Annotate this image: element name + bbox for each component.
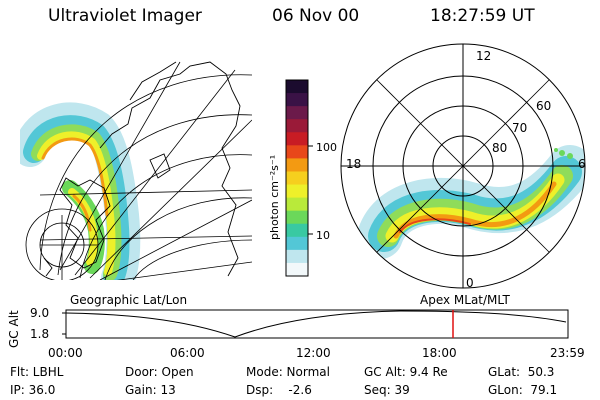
polar-map: 12 18 6 0 60 70 80 [340, 43, 586, 290]
mlat-label-70: 70 [512, 121, 527, 135]
colorbar-swatch [286, 93, 308, 107]
altitude-timeline: 9.0 1.8 GC Alt 00:00 06:00 12:00 18:00 2… [7, 306, 585, 360]
colorbar-swatch [286, 262, 308, 277]
info-mode: Mode: Normal [246, 365, 330, 379]
timeline-y-tick-9: 9.0 [30, 306, 49, 320]
colorbar-swatch [286, 197, 308, 212]
timeline-x-tick-1800: 18:00 [422, 346, 457, 360]
colorbar-swatch [286, 184, 308, 199]
colorbar-swatch [286, 80, 308, 94]
info-ip: IP: 36.0 [10, 383, 56, 397]
colorbar-swatch [286, 210, 308, 225]
timeline-x-tick-0600: 06:00 [170, 346, 205, 360]
info-gain: Gain: 13 [125, 383, 176, 397]
info-seq: Seq: 39 [364, 383, 410, 397]
aurora-dots [554, 148, 573, 159]
polar-grid [340, 43, 586, 289]
info-gc-alt: GC Alt: 9.4 Re [364, 365, 448, 379]
mlt-label-6: 6 [578, 157, 586, 171]
colorbar-tick-10: 10 [316, 229, 330, 242]
colorbar-swatch [286, 171, 308, 186]
mlat-label-80: 80 [492, 141, 507, 155]
mlt-label-12: 12 [476, 49, 491, 63]
timeline-x-tick-2359: 23:59 [550, 346, 585, 360]
mlt-label-18: 18 [346, 157, 361, 171]
colorbar-swatch [286, 119, 308, 133]
colorbar-unit-label: photon cm⁻²s⁻¹ [268, 155, 281, 240]
timeline-x-tick-1200: 12:00 [296, 346, 331, 360]
info-glat: GLat: 50.3 [488, 365, 555, 379]
colorbar-tick-100: 100 [316, 141, 337, 154]
left-map-label: Geographic Lat/Lon [70, 293, 188, 307]
timeline-y-label: GC Alt [7, 310, 21, 348]
colorbar-swatch [286, 132, 308, 146]
mlt-label-0: 0 [466, 276, 474, 290]
mlat-label-60: 60 [536, 99, 551, 113]
info-dsp: Dsp: -2.6 [246, 383, 312, 397]
coastlines [43, 61, 241, 277]
aurora-oval-right [357, 145, 585, 259]
time-label: 18:27:59 UT [430, 6, 535, 26]
colorbar-swatch [286, 236, 308, 251]
aurora-oval-left [20, 102, 141, 280]
right-map-label: Apex MLat/MLT [420, 293, 510, 307]
timeline-y-tick-1-8: 1.8 [30, 327, 49, 341]
colorbar: 100 10 photon cm⁻²s⁻¹ [268, 79, 337, 277]
timeline-x-tick-0000: 00:00 [48, 346, 83, 360]
date-label: 06 Nov 00 [272, 6, 360, 26]
geographic-map [20, 61, 252, 280]
info-flt: Flt: LBHL [10, 365, 64, 379]
colorbar-swatch [286, 249, 308, 264]
colorbar-swatch [286, 223, 308, 238]
app-title: Ultraviolet Imager [48, 6, 202, 26]
colorbar-swatch [286, 106, 308, 120]
colorbar-swatch [286, 158, 308, 172]
info-glon: GLon: 79.1 [488, 383, 558, 397]
colorbar-swatch [286, 145, 308, 159]
geo-grid [25, 61, 252, 280]
info-door: Door: Open [125, 365, 194, 379]
